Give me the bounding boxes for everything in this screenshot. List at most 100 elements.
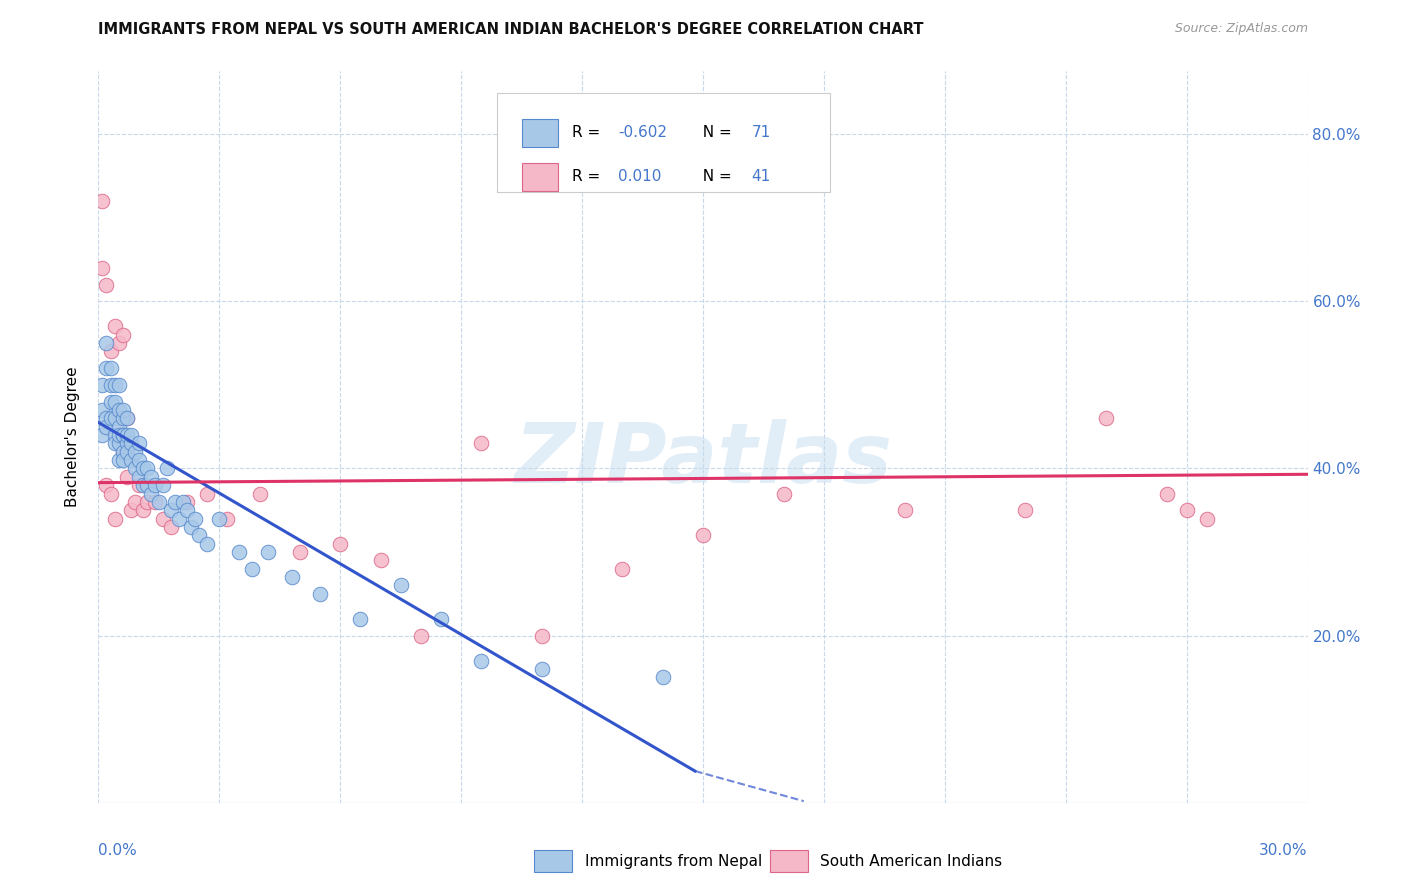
Point: [111, 428, 134, 442]
Text: ZIPatlas: ZIPatlas: [515, 418, 891, 500]
Point: [1095, 411, 1118, 425]
Point: [107, 419, 129, 434]
Point: [115, 428, 138, 442]
Point: [103, 436, 125, 450]
Point: [135, 478, 157, 492]
FancyBboxPatch shape: [534, 850, 572, 872]
Text: R =: R =: [572, 125, 606, 140]
Point: [217, 511, 239, 525]
Point: [103, 377, 125, 392]
Point: [1195, 511, 1218, 525]
Point: [91, 428, 114, 442]
Point: [103, 411, 125, 425]
Point: [128, 470, 150, 484]
Point: [103, 394, 125, 409]
Point: [115, 411, 138, 425]
Point: [160, 503, 183, 517]
Point: [195, 536, 218, 550]
Point: [349, 612, 371, 626]
Point: [172, 495, 194, 509]
Text: R =: R =: [572, 169, 610, 184]
Point: [208, 511, 231, 525]
Point: [180, 520, 202, 534]
Point: [240, 562, 263, 576]
Point: [91, 403, 114, 417]
Point: [96, 478, 118, 492]
Point: [1175, 503, 1198, 517]
Point: [288, 545, 311, 559]
Point: [128, 436, 150, 450]
Point: [115, 470, 138, 484]
Point: [111, 428, 134, 442]
FancyBboxPatch shape: [522, 163, 558, 191]
Point: [329, 536, 352, 550]
Point: [370, 553, 392, 567]
Point: [156, 461, 179, 475]
Point: [115, 411, 138, 425]
Point: [111, 411, 134, 425]
Text: Immigrants from Nepal: Immigrants from Nepal: [585, 854, 762, 869]
Point: [100, 344, 122, 359]
Point: [1014, 503, 1036, 517]
Point: [115, 444, 138, 458]
Point: [96, 419, 118, 434]
Point: [96, 411, 118, 425]
Point: [120, 503, 142, 517]
Point: [96, 277, 118, 292]
Point: [139, 470, 162, 484]
Point: [111, 444, 134, 458]
Point: [124, 461, 146, 475]
Point: [132, 461, 155, 475]
Point: [111, 327, 134, 342]
Point: [167, 511, 190, 525]
Point: [128, 478, 150, 492]
Point: [100, 361, 122, 376]
Point: [107, 403, 129, 417]
Point: [176, 495, 198, 509]
Point: [91, 194, 114, 208]
Point: [195, 486, 218, 500]
Point: [111, 453, 134, 467]
Point: [128, 453, 150, 467]
Point: [132, 503, 155, 517]
Point: [107, 411, 129, 425]
Point: [96, 336, 118, 351]
Point: [184, 511, 207, 525]
Text: South American Indians: South American Indians: [820, 854, 1002, 869]
Point: [107, 336, 129, 351]
Point: [115, 436, 138, 450]
Point: [120, 436, 142, 450]
Point: [135, 461, 157, 475]
Point: [107, 377, 129, 392]
Point: [152, 478, 174, 492]
FancyBboxPatch shape: [522, 119, 558, 146]
Text: 30.0%: 30.0%: [1260, 843, 1308, 858]
Point: [249, 486, 271, 500]
Point: [160, 520, 183, 534]
Point: [409, 629, 432, 643]
Point: [143, 478, 166, 492]
Point: [100, 394, 122, 409]
Point: [103, 511, 125, 525]
Point: [470, 654, 492, 668]
Point: [1156, 486, 1178, 500]
Text: IMMIGRANTS FROM NEPAL VS SOUTH AMERICAN INDIAN BACHELOR'S DEGREE CORRELATION CHA: IMMIGRANTS FROM NEPAL VS SOUTH AMERICAN …: [98, 22, 924, 37]
Point: [188, 528, 211, 542]
Text: 0.0%: 0.0%: [98, 843, 138, 858]
Point: [100, 486, 122, 500]
Text: 41: 41: [751, 169, 770, 184]
Text: N =: N =: [693, 125, 737, 140]
Point: [692, 528, 714, 542]
Point: [281, 570, 304, 584]
Point: [91, 377, 114, 392]
Point: [91, 260, 114, 275]
Point: [651, 670, 673, 684]
Point: [100, 411, 122, 425]
Point: [772, 486, 794, 500]
Point: [96, 361, 118, 376]
Y-axis label: Bachelor's Degree: Bachelor's Degree: [65, 367, 80, 508]
Point: [430, 612, 453, 626]
Text: -0.602: -0.602: [619, 125, 668, 140]
Point: [389, 578, 412, 592]
Point: [124, 495, 146, 509]
